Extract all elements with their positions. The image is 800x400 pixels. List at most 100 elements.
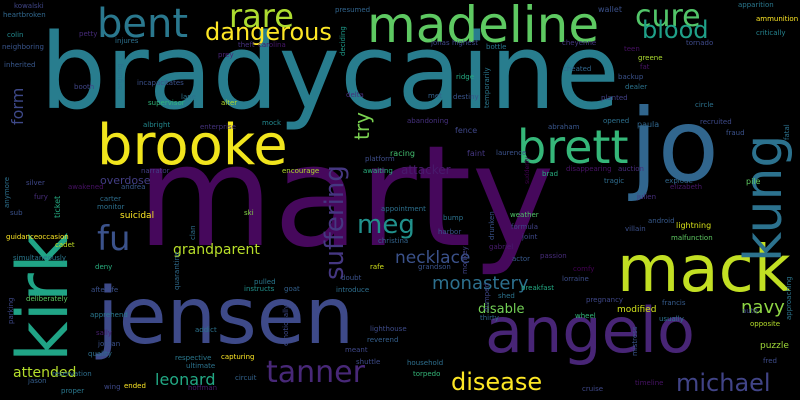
word-arguing: arguing [116,63,124,90]
word-cruise: cruise [582,385,604,393]
word-elizabeth: elizabeth [670,183,703,191]
word-try: try [350,112,374,140]
word-harbor: harbor [438,228,462,236]
word-shed: shed [498,292,515,300]
word-brooke: brooke [97,113,288,178]
word-disable: disable [478,302,525,317]
word-malfunction: malfunction [671,234,713,242]
word-weather: weather [510,211,539,219]
word-brett: brett [517,120,629,174]
word-destiny: destiny [453,93,479,101]
word-monitor: monitor [97,203,125,211]
word-fence: fence [455,126,478,135]
word-household: household [407,359,444,367]
word-theft: theft [238,41,255,49]
word-suffering: suffering [320,165,350,280]
word-cadet: cadet [55,241,75,249]
word-racing: racing [390,149,415,158]
word-disease: disease [451,368,543,396]
word-wing: wing [104,383,121,391]
word-deciding: deciding [339,26,347,56]
word-sally: sally [96,329,112,337]
word-pile: pile [746,177,761,186]
word-thirty: thirty [480,314,499,322]
word-injures: injures [115,37,139,45]
word-opposite: opposite [750,320,781,328]
word-dangerous: dangerous [205,18,332,46]
word-highest: highest [452,39,478,47]
word-faint: faint [467,149,486,158]
word-bump: bump [443,214,464,222]
word-fu: fu [97,219,131,259]
word-simultaneously: simultaneously [13,254,67,262]
word-anymore: anymore [3,176,11,208]
word-explode: explode [665,177,693,185]
word-fatal: fatal [783,124,791,140]
word-proper: proper [61,387,85,395]
word-circle: circle [695,101,714,109]
word-formula: formula [511,223,538,231]
word-ridge: ridge [456,73,475,81]
word-dumped: dumped [483,283,491,312]
word-clan: clan [189,225,197,240]
word-recruited: recruited [700,118,732,126]
word-addict: addict [195,326,217,334]
word-wheel: wheel [575,312,596,320]
word-auto: auto [742,307,758,315]
word-prey: prey [218,51,234,59]
word-incapacitates: incapacitates [137,79,184,87]
word-presumed: presumed [335,6,371,14]
word-andrea: andrea [121,183,146,191]
word-lorraine: lorraine [562,275,589,283]
word-monastery: monastery [432,273,529,294]
word-colin: colin [7,31,24,39]
word-greene: greene [638,54,663,62]
word-actor: actor [512,255,531,263]
word-parking: parking [7,297,15,325]
word-reservation: reservation [52,370,92,378]
word-attended: attended [13,365,77,381]
word-modified: modified [617,305,657,315]
word-heartbroken: heartbroken [3,11,46,19]
word-delta: delta [346,91,364,99]
word-narrator: narrator [141,167,170,175]
word-introduce: introduce [336,286,370,294]
word-blood: blood [642,16,709,44]
word-sub: sub [10,209,23,217]
word-bradycaine: bradycaine [40,11,620,133]
word-joint: joint [522,233,538,241]
word-lightning: lightning [676,221,712,230]
word-awakened: awakened [68,183,104,191]
word-kowalski: kowalski [14,2,44,10]
word-attacker: attacker [401,163,451,177]
word-cure: cure [635,0,701,34]
word-albright: albright [143,121,171,129]
word-mistress: mistress [631,326,639,356]
word-android: android [648,217,675,225]
word-carter: carter [100,195,121,203]
word-shuttle: shuttle [356,358,381,366]
word-ended: ended [124,382,146,390]
word-paula: paula [637,120,660,129]
word-angelo: angelo [485,294,695,367]
word-meg: meg [357,210,415,240]
word-breakfast: breakfast [521,284,554,292]
word-jordan: jordan [98,340,121,348]
word-puzzle: puzzle [760,341,789,351]
word-temporarily: temporarily [483,67,491,108]
word-circuit: circuit [235,374,257,382]
word-mock: mock [262,119,282,127]
word-deliberately: deliberately [26,295,68,303]
word-emotionally: emotionally [282,304,290,346]
word-respective: respective [175,354,212,362]
word-critically: critically [756,29,786,37]
word-quarantine: quarantine [173,251,181,290]
word-fred: fred [763,357,777,365]
word-leonard: leonard [155,370,216,389]
word-gabriel: gabriel [489,243,514,251]
word-encourage: encourage [282,167,320,175]
word-comfy: comfy [573,265,595,273]
word-abandoning: abandoning [407,117,449,125]
word-monkey: monkey [461,246,469,274]
word-bottle: bottle [486,43,507,51]
